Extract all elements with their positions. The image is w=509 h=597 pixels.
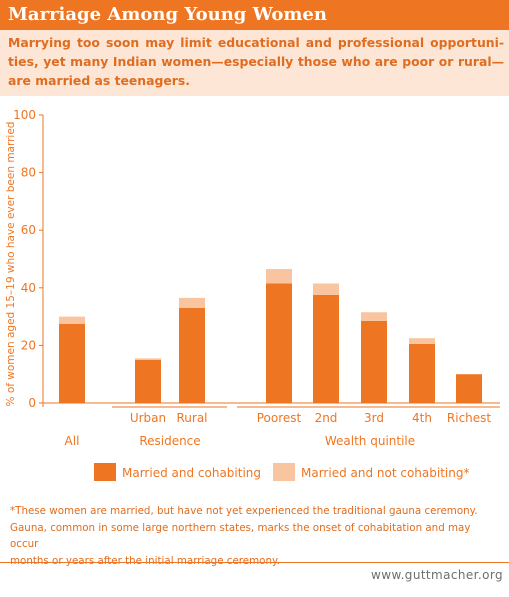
footnote: *These women are married, but have not y… <box>10 503 502 569</box>
legend-swatch <box>94 463 116 481</box>
y-tick-label: 40 <box>21 281 36 295</box>
y-tick-label: 20 <box>21 338 36 352</box>
group-label: Residence <box>139 434 200 448</box>
y-axis: 0 20 40 60 80 100 <box>13 108 44 410</box>
y-tick-label: 0 <box>28 396 36 410</box>
footnote-line: months or years after the initial marria… <box>10 554 280 567</box>
x-axis: Urban Rural Poorest 2nd 3rd 4th Richest All Resi… <box>43 402 500 448</box>
bar-married-not-cohabiting <box>266 269 292 284</box>
y-tick-label: 80 <box>21 166 36 180</box>
subtitle-box: Marrying too soon may limit educational … <box>0 30 509 96</box>
bars <box>59 269 482 403</box>
site-url: www.guttmacher.org <box>371 568 503 582</box>
bar-married-not-cohabiting <box>409 338 435 344</box>
x-tick-label: Richest <box>447 411 492 425</box>
legend-label: Married and cohabiting <box>122 466 261 480</box>
x-tick-label: Rural <box>176 411 207 425</box>
legend: Married and cohabiting Married and not co… <box>94 463 469 481</box>
x-tick-label: 4th <box>412 411 432 425</box>
x-tick-label: Urban <box>130 411 166 425</box>
legend-swatch <box>273 463 295 481</box>
footer-rule <box>0 562 509 563</box>
group-label: Wealth quintile <box>325 434 415 448</box>
y-tick-label: 100 <box>13 108 36 122</box>
bar-married-not-cohabiting <box>313 283 339 295</box>
x-tick-label: Poorest <box>257 411 302 425</box>
footnote-line: *These women are married, but have not y… <box>10 505 478 517</box>
bar-married-cohabiting <box>456 374 482 403</box>
y-tick-label: 60 <box>21 223 36 237</box>
bar-married-cohabiting <box>59 323 85 403</box>
bar-married-cohabiting <box>409 343 435 403</box>
bar-married-cohabiting <box>179 307 205 403</box>
bar-married-cohabiting <box>266 283 292 403</box>
bar-married-cohabiting <box>361 320 387 403</box>
bar-married-not-cohabiting <box>361 312 387 321</box>
x-tick-label: 3rd <box>364 411 384 425</box>
title-bar: Marriage Among Young Women <box>0 0 509 30</box>
chart: 0 20 40 60 80 100 Urban Rural Poorest 2nd 3rd 4th R… <box>5 108 500 481</box>
y-axis-label: % of women aged 15–19 who have ever been… <box>5 122 17 407</box>
bar-married-cohabiting <box>313 295 339 403</box>
x-tick-label: 2nd <box>315 411 338 425</box>
bar-married-not-cohabiting <box>135 358 161 360</box>
bar-married-not-cohabiting <box>59 316 85 324</box>
page-title: Marriage Among Young Women <box>8 4 327 25</box>
bar-married-not-cohabiting <box>179 297 205 308</box>
x-tick-label: All <box>65 434 80 448</box>
chart-subtitle: Marrying too soon may limit educational … <box>8 35 504 88</box>
footnote-line: Gauna, common in some large northern sta… <box>10 521 471 551</box>
bar-married-cohabiting <box>135 359 161 403</box>
legend-label: Married and not cohabiting* <box>301 466 469 480</box>
